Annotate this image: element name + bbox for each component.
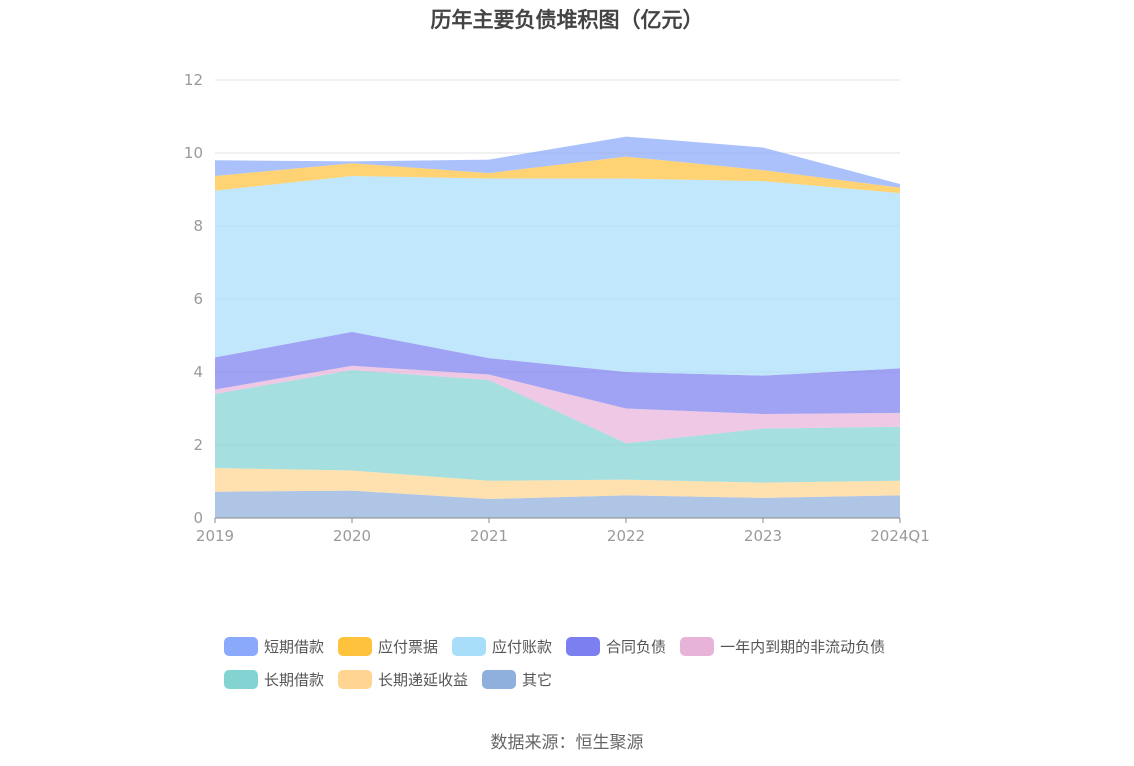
- y-tick-label: 4: [193, 363, 203, 381]
- legend: 短期借款 应付票据 应付账款 合同负债 一年内到期的非流动负债 长期借款 长期递延收益 其它: [224, 630, 944, 696]
- source-label: 数据来源：恒生聚源: [490, 733, 644, 753]
- legend-label: 其它: [522, 671, 553, 689]
- axis-layer: 0 2 4 6 8 10 12 2019 2020 2021 2022 2023 2024Q1: [184, 71, 930, 545]
- legend-item[interactable]: 合同负债: [566, 636, 666, 657]
- legend-row: 短期借款 应付票据 应付账款 合同负债 一年内到期的非流动负债: [224, 630, 944, 663]
- legend-item[interactable]: 长期借款: [224, 669, 324, 690]
- legend-label: 长期递延收益: [378, 671, 469, 689]
- y-tick-label: 0: [193, 509, 203, 527]
- legend-label: 一年内到期的非流动负债: [720, 638, 886, 656]
- area-layer: [215, 136, 900, 518]
- area-series-2: [215, 370, 900, 483]
- legend-item[interactable]: 应付票据: [338, 636, 438, 657]
- area-series-4: [215, 331, 900, 414]
- legend-swatch: [338, 670, 373, 689]
- area-series-0: [215, 490, 900, 518]
- legend-label: 应付账款: [492, 638, 553, 656]
- legend-swatch: [338, 637, 373, 656]
- legend-row: 长期借款 长期递延收益 其它: [224, 663, 944, 696]
- legend-label: 应付票据: [378, 638, 439, 656]
- y-tick-label: 12: [184, 71, 203, 89]
- area-series-5: [215, 175, 900, 376]
- x-tick-label: 2019: [196, 527, 234, 545]
- legend-item[interactable]: 其它: [482, 669, 552, 690]
- legend-swatch: [566, 637, 601, 656]
- legend-swatch: [680, 637, 715, 656]
- x-tick-label: 2022: [607, 527, 645, 545]
- stacked-area-chart: 0 2 4 6 8 10 12 2019 2020 2021 2022 2023 2024Q1: [184, 71, 930, 545]
- legend-label: 合同负债: [606, 638, 667, 656]
- area-series-7: [215, 136, 900, 188]
- y-tick-label: 8: [193, 217, 203, 235]
- legend-item[interactable]: 短期借款: [224, 636, 324, 657]
- legend-item[interactable]: 应付账款: [452, 636, 552, 657]
- chart-title: 历年主要负债堆积图（亿元）: [430, 8, 704, 32]
- y-tick-label: 6: [193, 290, 203, 308]
- legend-label: 短期借款: [264, 638, 325, 656]
- legend-swatch: [224, 637, 258, 656]
- x-tick-label: 2024Q1: [870, 527, 930, 545]
- legend-swatch: [224, 670, 258, 689]
- area-series-3: [215, 365, 900, 444]
- y-tick-label: 2: [193, 436, 203, 454]
- x-tick-label: 2020: [333, 527, 371, 545]
- legend-swatch: [452, 637, 487, 656]
- area-series-6: [215, 156, 900, 194]
- legend-item[interactable]: 长期递延收益: [338, 669, 468, 690]
- legend-swatch: [482, 670, 517, 689]
- area-series-1: [215, 467, 900, 500]
- legend-item[interactable]: 一年内到期的非流动负债: [680, 636, 885, 657]
- legend-label: 长期借款: [264, 671, 325, 689]
- x-tick-label: 2021: [470, 527, 508, 545]
- x-tick-label: 2023: [744, 527, 782, 545]
- y-tick-label: 10: [184, 144, 203, 162]
